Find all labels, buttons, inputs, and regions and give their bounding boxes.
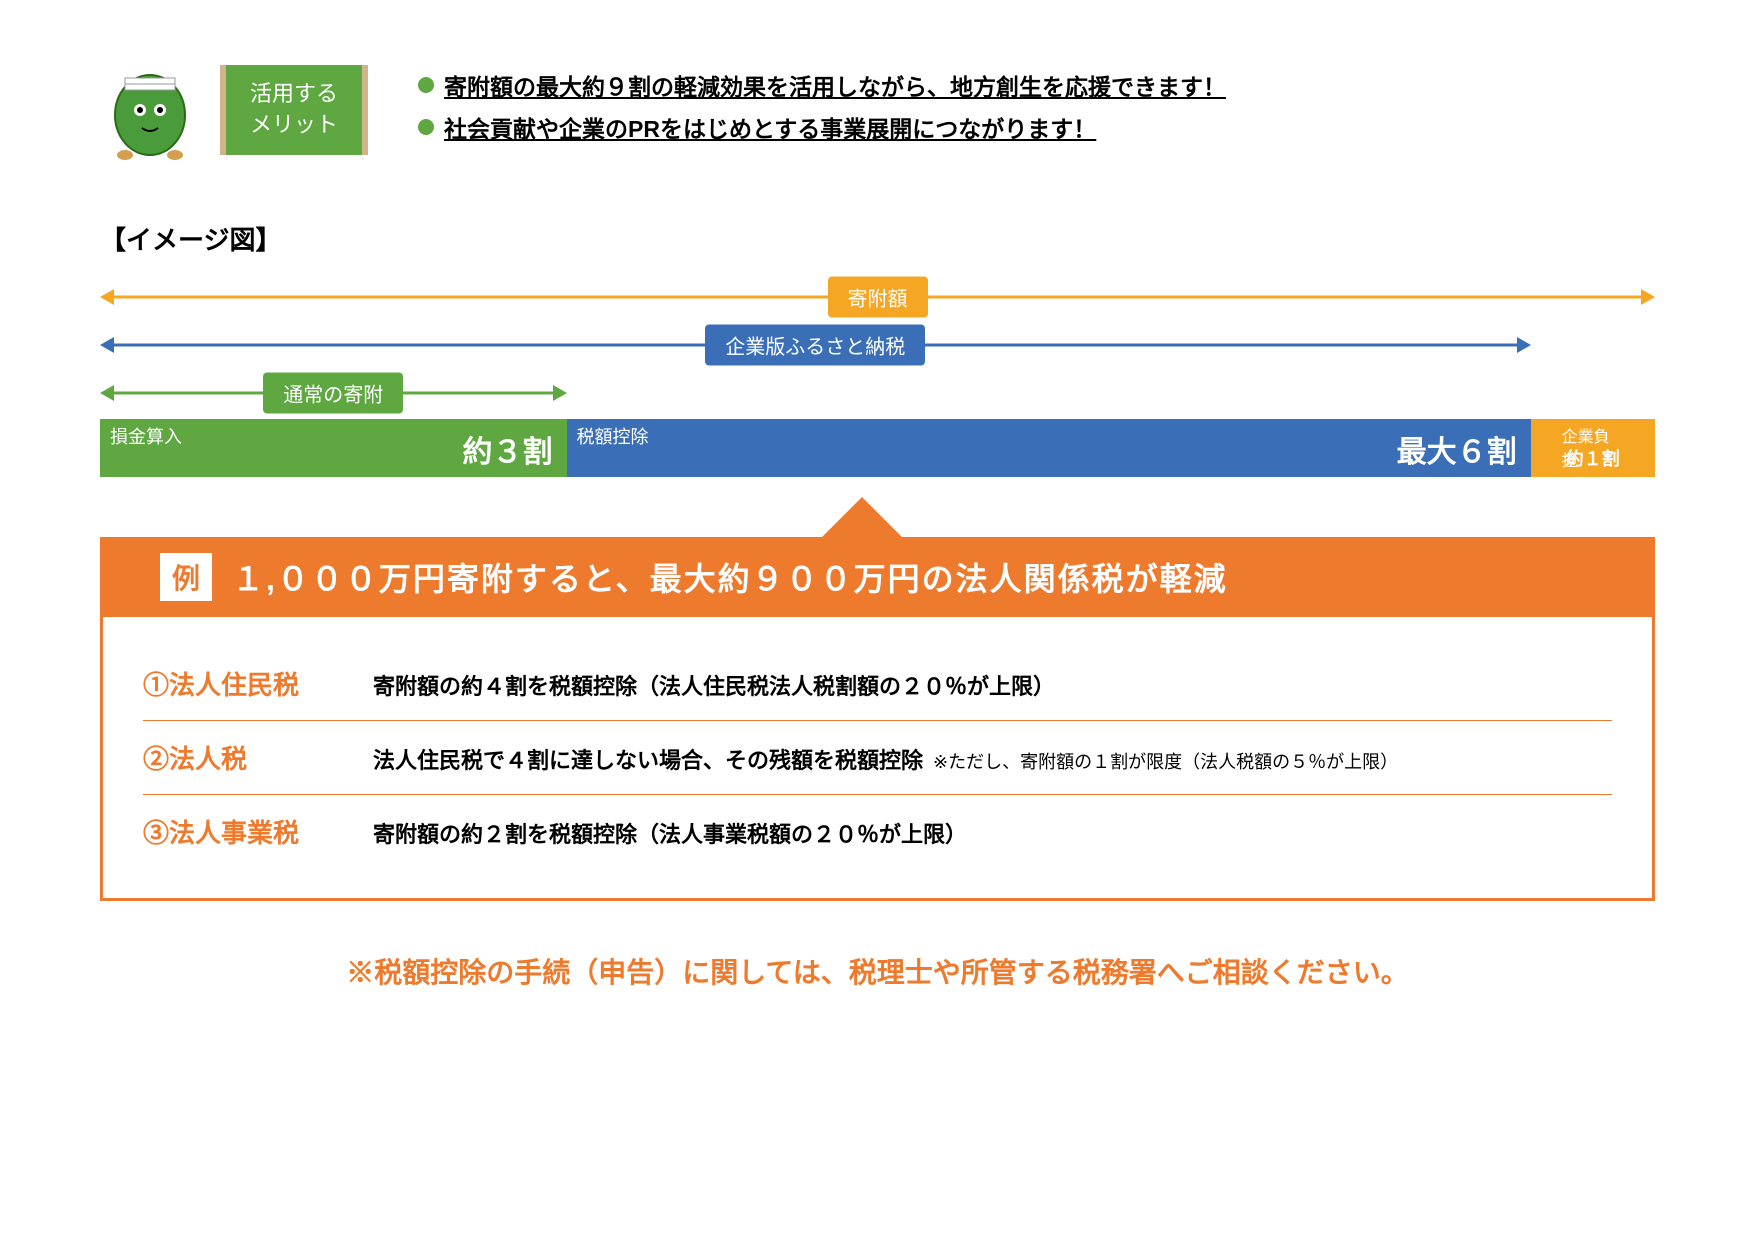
diagram: 通常の寄附 企業版ふるさと納税 寄附額 損金算入 約３割税額控除 最大６割企業負担約１割 [100, 277, 1655, 477]
arrow-row: 通常の寄附 [100, 373, 567, 413]
merit-badge: 活用する メリット [220, 65, 368, 155]
bullet-text: 寄附額の最大約９割の軽減効果を活用しながら、地方創生を応援できます！ [444, 68, 1226, 102]
example-header: 例 １,０００万円寄附すると、最大約９００万円の法人関係税が軽減 [100, 537, 1655, 617]
badge-line1: 活用する [250, 79, 338, 110]
segment-top-label: 損金算入 [110, 423, 182, 449]
footer-note: ※税額控除の手続（申告）に関しては、税理士や所管する税務署へご相談ください。 [100, 951, 1655, 991]
arrow-label: 企業版ふるさと納税 [705, 325, 925, 366]
bullet-icon [418, 77, 434, 93]
bullet-item: 社会貢献や企業のPRをはじめとする事業展開につながります！ [418, 110, 1226, 144]
example-row-desc: 寄附額の約２割を税額控除（法人事業税額の２０％が上限） [373, 822, 967, 847]
arrow-row: 寄附額 [100, 277, 1655, 317]
example-row: ③法人事業税 寄附額の約２割を税額控除（法人事業税額の２０％が上限） [143, 795, 1612, 868]
header: 活用する メリット 寄附額の最大約９割の軽減効果を活用しながら、地方創生を応援で… [100, 60, 1655, 160]
example-title: １,０００万円寄附すると、最大約９００万円の法人関係税が軽減 [232, 554, 1228, 600]
example-row-desc: 寄附額の約４割を税額控除（法人住民税法人税割額の２０％が上限） [373, 674, 1055, 699]
segment-main-label: 最大６割 [1397, 427, 1517, 471]
arrow-label: 寄附額 [828, 277, 928, 318]
example-row-desc: 法人住民税で４割に達しない場合、その残額を税額控除 [373, 748, 923, 773]
bar-segment: 企業負担約１割 [1531, 419, 1655, 477]
example-row: ①法人住民税 寄附額の約４割を税額控除（法人住民税法人税割額の２０％が上限） [143, 647, 1612, 721]
pointer-icon [822, 497, 902, 537]
example-tag: 例 [160, 553, 212, 601]
example-row-desc-wrap: 寄附額の約２割を税額控除（法人事業税額の２０％が上限） [373, 817, 967, 849]
example-row: ②法人税 法人住民税で４割に達しない場合、その残額を税額控除 ※ただし、寄附額の１割… [143, 721, 1612, 795]
example-row-desc-wrap: 寄附額の約４割を税額控除（法人住民税法人税割額の２０％が上限） [373, 669, 1055, 701]
badge-line2: メリット [250, 110, 338, 141]
arrow-label: 通常の寄附 [263, 373, 403, 414]
example-row-label: ②法人税 [143, 739, 343, 776]
example-body: ①法人住民税 寄附額の約４割を税額控除（法人住民税法人税割額の２０％が上限） ②法人… [100, 617, 1655, 901]
segment-main-label: 約３割 [463, 427, 553, 471]
example-row-label: ③法人事業税 [143, 813, 343, 850]
stacked-bar: 損金算入 約３割税額控除 最大６割企業負担約１割 [100, 419, 1655, 477]
bullet-icon [418, 119, 434, 135]
segment-top-label: 税額控除 [577, 423, 649, 449]
bar-segment: 損金算入 約３割 [100, 419, 567, 477]
bullet-item: 寄附額の最大約９割の軽減効果を活用しながら、地方創生を応援できます！ [418, 68, 1226, 102]
example-box: 例 １,０００万円寄附すると、最大約９００万円の法人関係税が軽減 ①法人住民税寄… [100, 537, 1655, 901]
mascot-icon [100, 60, 200, 160]
example-row-desc-wrap: 法人住民税で４割に達しない場合、その残額を税額控除 ※ただし、寄附額の１割が限度（… [373, 743, 1398, 775]
segment-main-label: 約１割 [1566, 445, 1620, 471]
bar-segment: 税額控除 最大６割 [567, 419, 1531, 477]
example-row-note: ※ただし、寄附額の１割が限度（法人税額の５％が上限） [933, 752, 1398, 772]
arrow-row: 企業版ふるさと納税 [100, 325, 1531, 365]
bullet-list: 寄附額の最大約９割の軽減効果を活用しながら、地方創生を応援できます！ 社会貢献や… [418, 68, 1226, 152]
bullet-text: 社会貢献や企業のPRをはじめとする事業展開につながります！ [444, 110, 1096, 144]
example-row-label: ①法人住民税 [143, 665, 343, 702]
diagram-title: 【イメージ図】 [100, 220, 1655, 257]
